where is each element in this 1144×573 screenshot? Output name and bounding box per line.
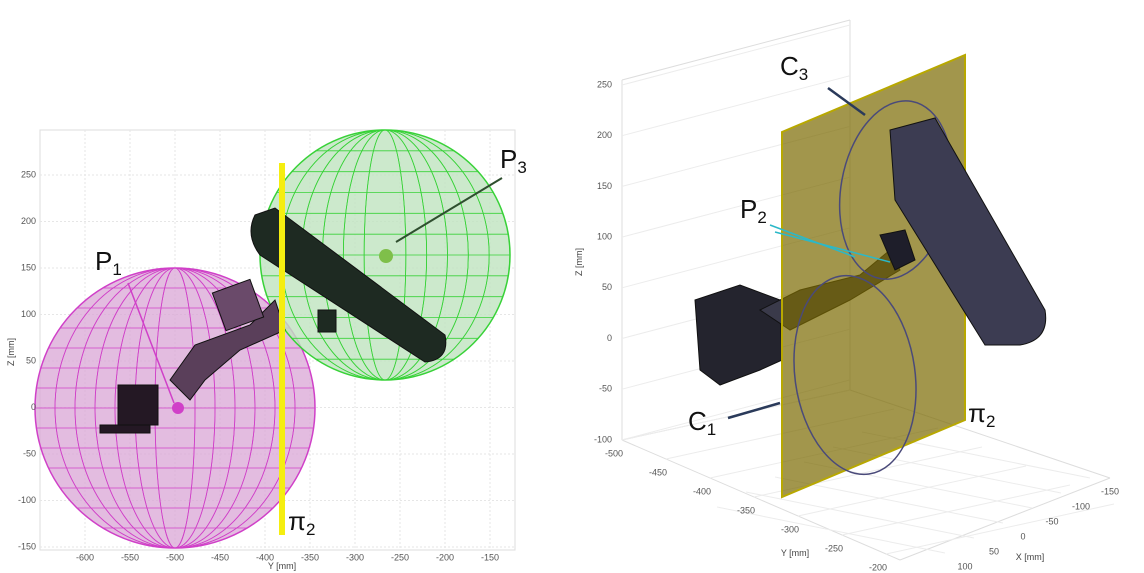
tick-label: 0 bbox=[1020, 531, 1025, 541]
grid-line bbox=[841, 484, 1071, 536]
tick-label: 100 bbox=[957, 561, 972, 571]
axis-label: Z [mm] bbox=[6, 338, 16, 366]
annotation-main: π bbox=[968, 398, 986, 428]
grid-line bbox=[621, 24, 851, 86]
pointer-c3 bbox=[827, 86, 866, 117]
annotation: P2 bbox=[740, 194, 767, 227]
tick-label: -450 bbox=[211, 552, 229, 562]
pointer-p2 bbox=[774, 231, 891, 263]
tick-label: -150 bbox=[481, 552, 499, 562]
annotation: π2 bbox=[288, 506, 315, 539]
pointer-p2 bbox=[769, 224, 856, 258]
annotation: P1 bbox=[95, 246, 122, 279]
pointer-c1 bbox=[727, 401, 781, 420]
tick-label: -300 bbox=[781, 524, 799, 534]
grid-line bbox=[797, 465, 1027, 517]
tick-label: -50 bbox=[23, 448, 36, 458]
tick-label: -550 bbox=[121, 552, 139, 562]
annotation-main: π bbox=[288, 506, 306, 536]
tick-label: 150 bbox=[21, 262, 36, 272]
tick-label: 200 bbox=[597, 130, 612, 140]
left-plot: P1 P3 π2 Z [mm] Y [mm] 250200150100500-5… bbox=[6, 129, 527, 571]
annotation-sub: 3 bbox=[799, 65, 808, 84]
tick-label: -50 bbox=[599, 384, 612, 394]
annotation-sub: 1 bbox=[112, 260, 121, 279]
axis-label: Y [mm] bbox=[268, 561, 296, 571]
tick-label: -450 bbox=[649, 467, 667, 477]
tick-label: 150 bbox=[597, 181, 612, 191]
grid-line bbox=[621, 75, 851, 137]
tick-label: -350 bbox=[737, 505, 755, 515]
annotation: π2 bbox=[968, 398, 995, 431]
tick-label: -50 bbox=[1045, 516, 1058, 526]
annotation-main: P bbox=[740, 194, 757, 224]
point-p1 bbox=[172, 402, 184, 414]
tick-label: 100 bbox=[597, 231, 612, 241]
robot-arm bbox=[879, 117, 1047, 346]
tick-label: -400 bbox=[256, 552, 274, 562]
robot-arm bbox=[99, 207, 447, 434]
tick-label: -500 bbox=[166, 552, 184, 562]
axis-label: Z [mm] bbox=[574, 248, 584, 276]
tick-label: -100 bbox=[594, 434, 612, 444]
point-p3 bbox=[379, 249, 393, 263]
right-plot: C3 P2 C1 π2 Z [mm] Y [mm] X [mm] 2502001… bbox=[574, 19, 1119, 572]
annotation-sub: 2 bbox=[986, 412, 995, 431]
pointer-p1 bbox=[127, 282, 175, 404]
annotation-main: P bbox=[500, 144, 517, 174]
tick-label: -150 bbox=[1101, 486, 1119, 496]
tick-label: 50 bbox=[602, 282, 612, 292]
tick-label: -400 bbox=[693, 486, 711, 496]
annotation-sub: 3 bbox=[517, 158, 526, 177]
annotation-main: C bbox=[688, 406, 707, 436]
tick-label: 0 bbox=[31, 402, 36, 412]
tick-label: -100 bbox=[1072, 501, 1090, 511]
annotation-main: P bbox=[95, 246, 112, 276]
tick-label: -200 bbox=[869, 562, 887, 572]
grid-line bbox=[745, 491, 975, 539]
pointer-p3 bbox=[395, 177, 503, 243]
tick-label: -100 bbox=[18, 495, 36, 505]
tick-label: 200 bbox=[21, 216, 36, 226]
annotation: C1 bbox=[688, 406, 716, 439]
annotation-main: C bbox=[780, 51, 799, 81]
annotation: C3 bbox=[780, 51, 808, 84]
tick-label: -600 bbox=[76, 552, 94, 562]
tick-label: 100 bbox=[21, 309, 36, 319]
tick-label: 250 bbox=[597, 79, 612, 89]
tick-label: -350 bbox=[301, 552, 319, 562]
tick-label: -300 bbox=[346, 552, 364, 562]
axis-label: Y [mm] bbox=[781, 548, 809, 558]
tick-label: 250 bbox=[21, 169, 36, 179]
tick-label: -500 bbox=[605, 448, 623, 458]
mesh-line bbox=[54, 267, 296, 549]
tick-label: 50 bbox=[26, 355, 36, 365]
grid-line bbox=[885, 503, 1115, 555]
tick-label: -200 bbox=[436, 552, 454, 562]
grid-line bbox=[716, 506, 946, 554]
tick-label: 50 bbox=[989, 546, 999, 556]
annotation-sub: 2 bbox=[306, 520, 315, 539]
tick-label: -250 bbox=[391, 552, 409, 562]
axis-label: X [mm] bbox=[1016, 552, 1045, 562]
tick-label: -250 bbox=[825, 543, 843, 553]
annotation-sub: 2 bbox=[757, 208, 766, 227]
annotation-sub: 1 bbox=[707, 420, 716, 439]
tick-label: 0 bbox=[607, 333, 612, 343]
annotation: P3 bbox=[500, 144, 527, 177]
tick-label: -150 bbox=[18, 541, 36, 551]
circle-c1 bbox=[793, 274, 917, 476]
